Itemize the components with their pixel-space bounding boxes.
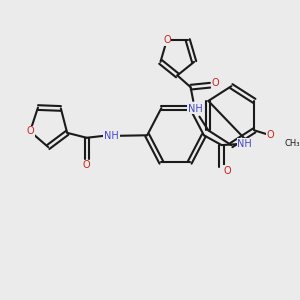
Text: O: O	[26, 126, 34, 136]
Text: O: O	[83, 160, 91, 170]
Text: O: O	[163, 35, 171, 45]
Text: NH: NH	[104, 131, 119, 141]
Text: CH₃: CH₃	[285, 139, 300, 148]
Text: O: O	[266, 130, 274, 140]
Text: O: O	[212, 78, 219, 88]
Text: NH: NH	[237, 139, 252, 149]
Text: NH: NH	[237, 139, 252, 149]
Text: NH: NH	[104, 131, 119, 141]
Text: O: O	[223, 166, 231, 176]
Text: NH: NH	[188, 104, 203, 114]
